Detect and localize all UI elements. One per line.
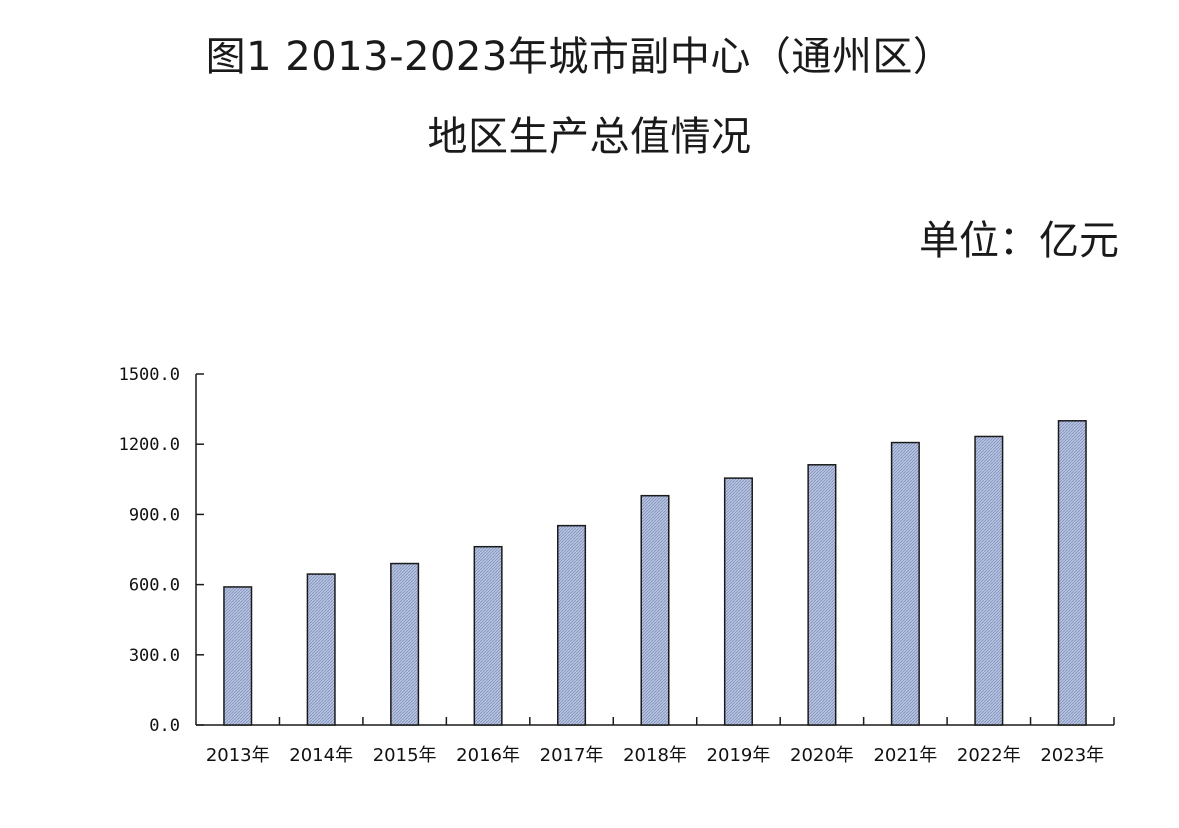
x-category-label: 2021年 [873,745,937,766]
bar-2016年 [473,545,503,726]
x-category-label: 2019年 [707,745,771,766]
bar-2015年 [390,562,420,726]
y-tick-label: 900.0 [129,505,180,525]
x-category-label: 2017年 [540,745,604,766]
y-axis: 0.0 300.0 600.0 900.0 1200.0 1500.0 [119,365,204,736]
bar-2023年 [1057,420,1087,726]
unit-label: 单位：亿元 [919,218,1119,264]
x-category-label: 2016年 [456,745,520,766]
y-tick-label: 300.0 [129,646,180,666]
x-category-label: 2018年 [623,745,687,766]
chart-title-line-1: 图1 2013-2023年城市副中心（通州区） [205,34,954,80]
bar-2017年 [557,524,587,726]
bar-2018年 [640,494,670,726]
x-category-label: 2023年 [1040,745,1104,766]
y-tick-label: 1200.0 [119,435,180,455]
bar-2022年 [974,435,1004,726]
x-category-label: 2020年 [790,745,854,766]
x-category-label: 2014年 [289,745,353,766]
x-category-label: 2022年 [957,745,1021,766]
y-tick-label: 600.0 [129,576,180,596]
x-category-label: 2015年 [373,745,437,766]
bar-2013年 [223,586,253,726]
bar-2019年 [723,477,753,726]
bar-2014年 [306,573,336,726]
y-tick-label: 0.0 [149,716,180,736]
category-labels: 2013年 2014年 2015年 2016年 2017年 2018年 2019年 2020年… [206,745,1104,766]
bar-2021年 [890,441,920,726]
bar-2020年 [807,464,837,726]
x-category-label: 2013年 [206,745,270,766]
y-tick-label: 1500.0 [119,365,180,385]
chart-title-line-2: 地区生产总值情况 [427,114,752,160]
bars [223,420,1087,726]
